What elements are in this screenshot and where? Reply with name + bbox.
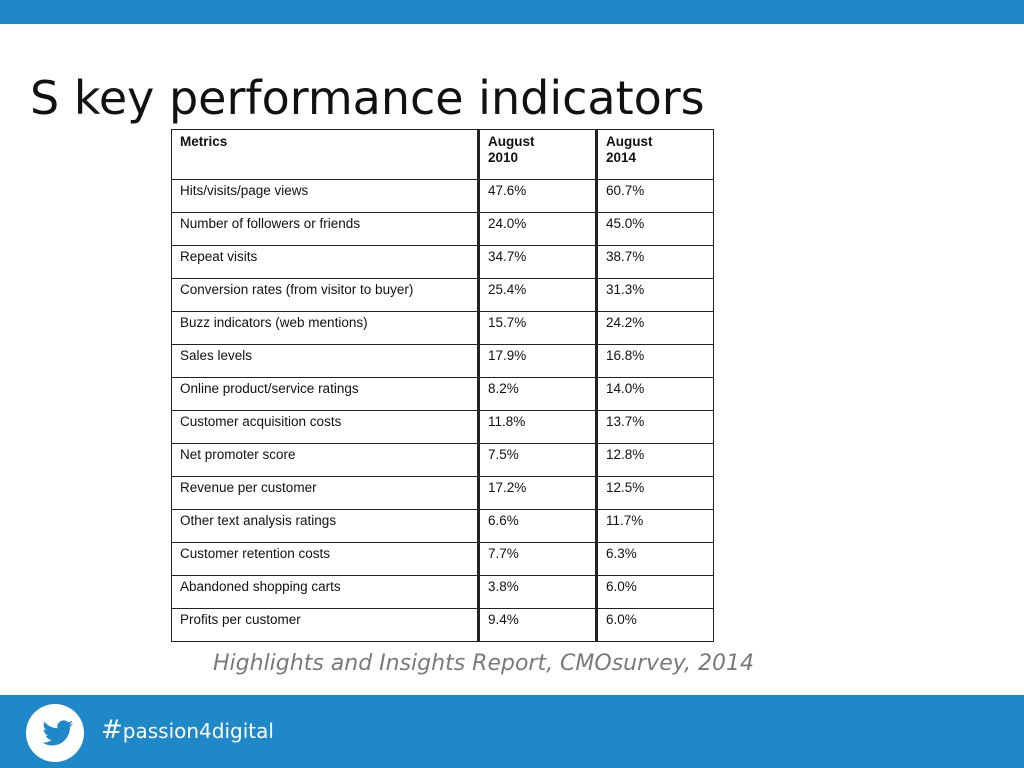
table-row: Revenue per customer 17.2% 12.5% [171,476,714,510]
table-row: Repeat visits 34.7% 38.7% [171,245,714,279]
august-2010-cell: 8.2% [477,377,597,411]
august-2010-cell: 25.4% [477,278,597,312]
august-2014-cell: 12.5% [595,476,714,510]
august-2010-cell: 24.0% [477,212,597,246]
august-2010-cell: 34.7% [477,245,597,279]
metric-cell: Buzz indicators (web mentions) [171,311,479,345]
metric-cell: Profits per customer [171,608,479,642]
metric-cell: Abandoned shopping carts [171,575,479,609]
table-header-row: Metrics August 2010 August 2014 [171,129,714,180]
header-y2-year: 2014 [606,150,637,165]
august-2014-cell: 6.3% [595,542,714,576]
hashtag-text: passion4digital [122,719,274,743]
table-row: Sales levels 17.9% 16.8% [171,344,714,378]
bottom-footer-bar: #passion4digital [0,695,1024,768]
table-row: Number of followers or friends 24.0% 45.0% [171,212,714,246]
august-2014-cell: 31.3% [595,278,714,312]
metric-cell: Other text analysis ratings [171,509,479,543]
table-row: Customer retention costs 7.7% 6.3% [171,542,714,576]
table-row: Other text analysis ratings 6.6% 11.7% [171,509,714,543]
august-2014-cell: 6.0% [595,608,714,642]
metric-cell: Hits/visits/page views [171,179,479,213]
header-y1-year: 2010 [488,150,519,165]
august-2010-cell: 17.9% [477,344,597,378]
august-2014-cell: 16.8% [595,344,714,378]
metric-cell: Repeat visits [171,245,479,279]
august-2010-cell: 11.8% [477,410,597,444]
metric-cell: Number of followers or friends [171,212,479,246]
table-body: Hits/visits/page views 47.6% 60.7% Number o… [171,179,714,642]
metric-cell: Net promoter score [171,443,479,477]
august-2014-cell: 60.7% [595,179,714,213]
top-accent-bar [0,0,1024,24]
table-row: Abandoned shopping carts 3.8% 6.0% [171,575,714,609]
august-2010-cell: 15.7% [477,311,597,345]
august-2010-cell: 9.4% [477,608,597,642]
header-y1-month: August [488,134,535,149]
august-2010-cell: 7.7% [477,542,597,576]
kpi-table: Metrics August 2010 August 2014 Hits/vis… [171,129,714,642]
august-2014-cell: 45.0% [595,212,714,246]
metric-cell: Customer acquisition costs [171,410,479,444]
twitter-bird-icon [42,720,74,746]
august-2010-cell: 6.6% [477,509,597,543]
metric-cell: Online product/service ratings [171,377,479,411]
twitter-badge [26,704,84,762]
metric-cell: Revenue per customer [171,476,479,510]
hashtag-symbol: # [101,715,123,745]
table-row: Conversion rates (from visitor to buyer)… [171,278,714,312]
august-2010-cell: 3.8% [477,575,597,609]
august-2014-cell: 14.0% [595,377,714,411]
metric-cell: Conversion rates (from visitor to buyer) [171,278,479,312]
august-2010-cell: 7.5% [477,443,597,477]
august-2014-cell: 38.7% [595,245,714,279]
table-row: Online product/service ratings 8.2% 14.0% [171,377,714,411]
august-2014-cell: 12.8% [595,443,714,477]
august-2014-cell: 24.2% [595,311,714,345]
table-row: Net promoter score 7.5% 12.8% [171,443,714,477]
source-caption: Highlights and Insights Report, CMOsurve… [213,651,755,676]
table-row: Customer acquisition costs 11.8% 13.7% [171,410,714,444]
august-2010-cell: 17.2% [477,476,597,510]
august-2014-cell: 11.7% [595,509,714,543]
table-row: Hits/visits/page views 47.6% 60.7% [171,179,714,213]
table-row: Profits per customer 9.4% 6.0% [171,608,714,642]
metric-cell: Customer retention costs [171,542,479,576]
hashtag: #passion4digital [101,715,274,745]
august-2014-cell: 6.0% [595,575,714,609]
header-august-2014: August 2014 [595,129,714,180]
august-2014-cell: 13.7% [595,410,714,444]
slide-title: S key performance indicators [30,71,705,125]
header-y2-month: August [606,134,653,149]
header-august-2010: August 2010 [477,129,597,180]
metric-cell: Sales levels [171,344,479,378]
header-metrics: Metrics [171,129,479,180]
table-row: Buzz indicators (web mentions) 15.7% 24.2% [171,311,714,345]
august-2010-cell: 47.6% [477,179,597,213]
